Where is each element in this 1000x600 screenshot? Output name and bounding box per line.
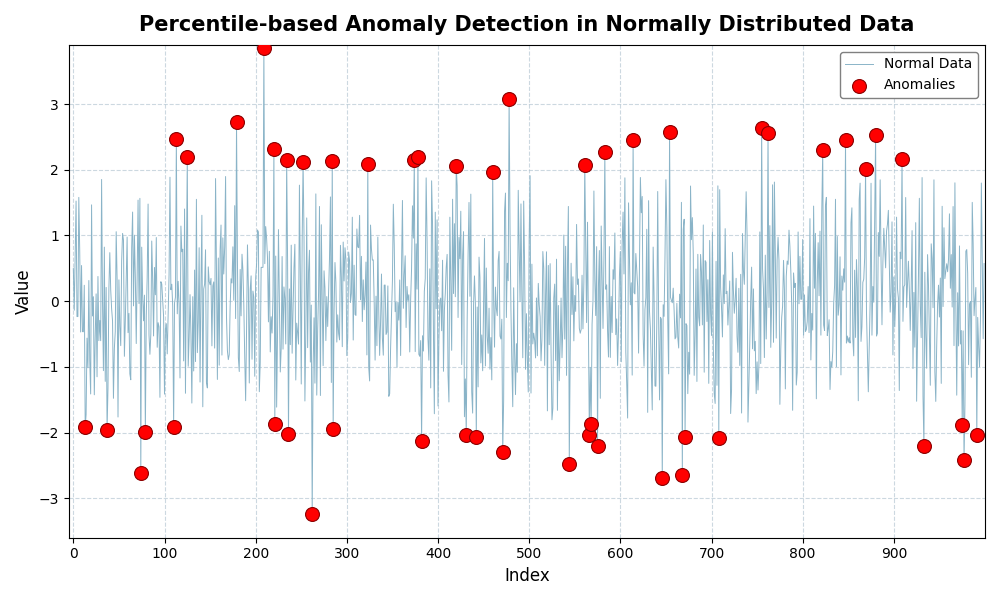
- Anomalies: [561, 459, 577, 469]
- Anomalies: [838, 135, 854, 145]
- Anomalies: [304, 509, 320, 519]
- Anomalies: [583, 419, 599, 429]
- Anomalies: [581, 430, 597, 440]
- Y-axis label: Value: Value: [15, 268, 33, 314]
- Anomalies: [916, 441, 932, 451]
- Anomalies: [179, 152, 195, 162]
- Anomalies: [324, 156, 340, 166]
- Anomalies: [501, 94, 517, 104]
- Anomalies: [815, 145, 831, 155]
- Anomalies: [858, 164, 874, 174]
- Title: Percentile-based Anomaly Detection in Normally Distributed Data: Percentile-based Anomaly Detection in No…: [139, 15, 915, 35]
- Anomalies: [229, 118, 245, 127]
- Anomalies: [590, 442, 606, 451]
- Anomalies: [956, 455, 972, 465]
- Normal Data: [306, 511, 318, 518]
- Anomalies: [256, 43, 272, 53]
- Anomalies: [266, 144, 282, 154]
- Normal Data: [470, 433, 482, 440]
- Anomalies: [677, 433, 693, 442]
- Legend: Normal Data, Anomalies: Normal Data, Anomalies: [840, 52, 978, 98]
- X-axis label: Index: Index: [504, 567, 550, 585]
- Normal Data: [437, 368, 449, 375]
- Anomalies: [414, 436, 430, 446]
- Anomalies: [674, 470, 690, 480]
- Anomalies: [168, 134, 184, 144]
- Anomalies: [325, 425, 341, 434]
- Anomalies: [280, 430, 296, 439]
- Anomalies: [597, 147, 613, 157]
- Anomalies: [969, 431, 985, 440]
- Anomalies: [662, 127, 678, 137]
- Line: Normal Data: Normal Data: [73, 48, 984, 514]
- Anomalies: [760, 128, 776, 138]
- Anomalies: [267, 419, 283, 428]
- Anomalies: [406, 155, 422, 164]
- Anomalies: [485, 167, 501, 177]
- Anomalies: [954, 421, 970, 430]
- Anomalies: [360, 159, 376, 169]
- Anomalies: [295, 157, 311, 167]
- Anomalies: [448, 161, 464, 170]
- Anomalies: [495, 448, 511, 457]
- Anomalies: [894, 154, 910, 164]
- Normal Data: [258, 44, 270, 52]
- Anomalies: [77, 422, 93, 431]
- Anomalies: [577, 160, 593, 170]
- Normal Data: [779, 385, 791, 392]
- Anomalies: [133, 469, 149, 478]
- Anomalies: [868, 130, 884, 140]
- Anomalies: [754, 124, 770, 133]
- Anomalies: [468, 432, 484, 442]
- Anomalies: [654, 473, 670, 483]
- Anomalies: [166, 422, 182, 432]
- Normal Data: [160, 320, 172, 327]
- Anomalies: [99, 425, 115, 435]
- Normal Data: [695, 251, 707, 258]
- Normal Data: [796, 296, 808, 303]
- Anomalies: [458, 430, 474, 440]
- Normal Data: [978, 260, 990, 267]
- Anomalies: [279, 155, 295, 165]
- Anomalies: [711, 433, 727, 443]
- Normal Data: [67, 265, 79, 272]
- Anomalies: [137, 427, 153, 437]
- Anomalies: [625, 136, 641, 145]
- Anomalies: [410, 152, 426, 162]
